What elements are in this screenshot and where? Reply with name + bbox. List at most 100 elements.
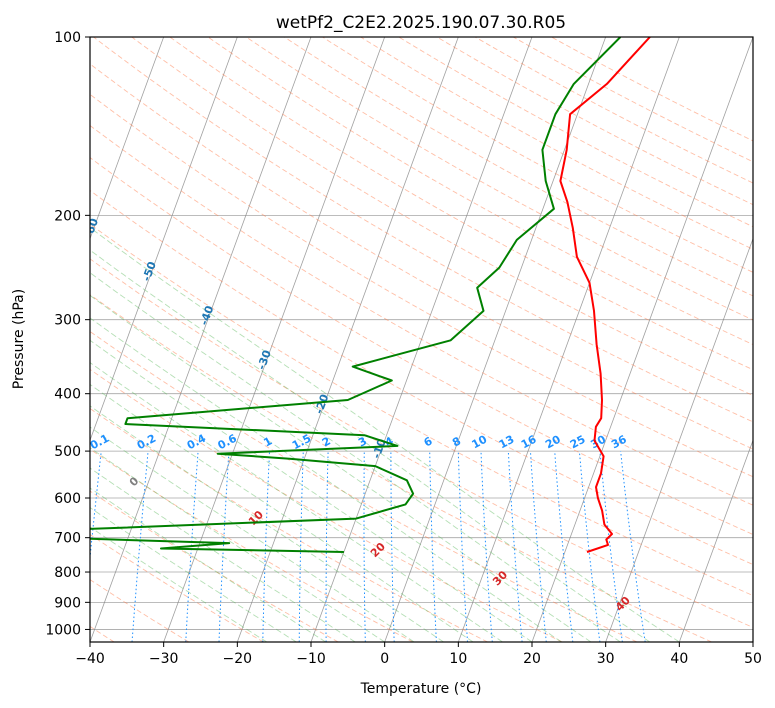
- dry-adiabat-line: [90, 368, 563, 642]
- dry-adiabat-line: [90, 157, 753, 536]
- moist-adiabat-line: [90, 487, 326, 642]
- mixing-ratio-label: 0.1: [88, 432, 111, 453]
- y-tick-label: 600: [54, 491, 81, 507]
- dry-adiabat-line: [90, 124, 753, 506]
- dewpoint-profile-line: [90, 37, 622, 553]
- dry-adiabat-label: 30: [490, 568, 510, 588]
- mixing-ratio-label: 0.2: [135, 432, 158, 453]
- dry-adiabat-line: [90, 448, 414, 642]
- y-tick-label: 900: [54, 595, 81, 611]
- isotherm-line: [384, 37, 607, 642]
- profiles: [90, 37, 651, 553]
- isotherm-line: [457, 37, 680, 642]
- mixing-ratio-line: [599, 451, 623, 642]
- moist-adiabat-line: [90, 227, 680, 642]
- moist-adiabat-line: [90, 294, 592, 642]
- dry-adiabat-line: [397, 37, 753, 228]
- mixing-ratio-line: [578, 451, 601, 642]
- mixing-ratio-label: 6: [422, 434, 435, 449]
- isotherm-label: -50: [140, 260, 159, 283]
- mixing-ratio-line: [457, 451, 468, 642]
- x-tick-label: 20: [523, 651, 541, 667]
- dry-adiabat-line: [131, 37, 753, 396]
- plot-frame: [89, 36, 754, 643]
- isotherm-line: [236, 37, 459, 642]
- x-tick-label: 0: [380, 651, 389, 667]
- isotherm-label: -60: [82, 216, 101, 239]
- x-tick-label: 50: [744, 651, 762, 667]
- mixing-ratio-label: 30: [588, 433, 608, 452]
- chart-title: wetPf2_C2E2.2025.190.07.30.R05: [276, 13, 566, 33]
- mixing-ratio-label: 20: [543, 433, 563, 452]
- axis-ticks: −40 −30 −20 −10 0 10 20 30 40 5010020030040050060…: [45, 30, 762, 667]
- dry-adiabat-line: [207, 37, 753, 346]
- dry-adiabat-label: 20: [368, 540, 388, 560]
- y-tick-label: 800: [54, 565, 81, 581]
- y-tick-label: 1000: [45, 622, 81, 638]
- x-tick-label: 10: [449, 651, 467, 667]
- dry-adiabat-line: [90, 294, 712, 642]
- dry-adiabat-line: [90, 93, 753, 478]
- mixing-ratio-label: 13: [497, 433, 517, 452]
- moist-adiabat-line: [90, 339, 533, 642]
- isotherm-line: [605, 237, 753, 642]
- mixing-ratio-label: 0.6: [216, 432, 240, 453]
- mixing-ratio-line: [554, 451, 574, 642]
- moist-adiabat-line: [90, 467, 356, 642]
- mixing-ratio-line: [90, 451, 102, 563]
- x-tick-label: 40: [670, 651, 688, 667]
- isotherm-line: [163, 37, 386, 642]
- dry-adiabat-line: [512, 37, 753, 163]
- moist-adiabat-line: [90, 405, 444, 642]
- isotherm-line: [90, 37, 238, 442]
- dry-adiabat-line: [90, 579, 190, 642]
- dry-adiabat-line: [90, 533, 264, 642]
- background-lines: [90, 37, 753, 642]
- moist-adiabat-line: [90, 362, 503, 642]
- mixing-ratio-line: [390, 451, 395, 642]
- y-tick-label: 400: [54, 387, 81, 403]
- moist-adiabat-line: [90, 249, 651, 642]
- isotherm-line: [531, 37, 753, 642]
- isotherm-label: -70: [24, 173, 43, 196]
- dry-adiabat-line: [550, 37, 753, 142]
- dry-adiabat-line: [90, 330, 638, 642]
- moist-adiabat-line: [90, 447, 385, 642]
- y-tick-label: 300: [54, 313, 81, 329]
- dry-adiabat-line: [90, 189, 753, 566]
- dry-adiabat-line: [90, 63, 753, 450]
- dry-adiabat-line: [90, 223, 753, 597]
- dry-adiabat-line: [90, 258, 753, 628]
- y-tick-label: 500: [54, 444, 81, 460]
- dry-adiabat-line: [245, 37, 753, 321]
- dry-adiabat-line: [92, 37, 753, 423]
- dry-adiabat-line: [283, 37, 753, 297]
- dry-adiabat-label: 40: [613, 594, 633, 614]
- isotherm-line: [90, 37, 165, 240]
- x-tick-label: −20: [223, 651, 253, 667]
- mixing-ratio-line: [363, 451, 366, 642]
- isotherm-line: [678, 439, 753, 642]
- x-tick-label: −40: [75, 651, 105, 667]
- x-tick-label: 30: [597, 651, 615, 667]
- moist-adiabat-line: [90, 317, 562, 642]
- x-tick-label: −10: [296, 651, 326, 667]
- mixing-ratio-line: [429, 451, 437, 642]
- mixing-ratio-line: [218, 451, 230, 642]
- y-tick-label: 200: [54, 208, 81, 224]
- isotherm-line: [752, 640, 753, 642]
- isotherm-label: -30: [255, 348, 274, 371]
- dry-adiabat-line: [474, 37, 753, 184]
- moist-adiabat-line: [90, 383, 474, 642]
- mixing-ratio-label: 10: [470, 433, 490, 452]
- mixing-ratio-line: [325, 451, 329, 642]
- mixing-ratio-line: [529, 451, 547, 642]
- y-tick-label: 700: [54, 531, 81, 547]
- mixing-ratio-line: [507, 451, 523, 642]
- mixing-ratio-line: [131, 451, 149, 642]
- mixing-ratio-line: [620, 451, 646, 642]
- mixing-ratio-label: 1: [261, 434, 274, 449]
- dry-adiabat-line: [436, 37, 753, 206]
- y-axis-label: Pressure (hPa): [11, 289, 27, 389]
